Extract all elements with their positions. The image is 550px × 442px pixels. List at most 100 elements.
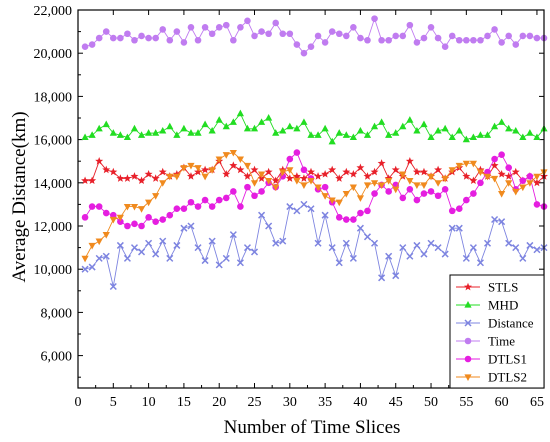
data-point-dtls1 [230,188,237,195]
data-point-distance [236,259,244,267]
data-point-dtls1 [208,203,216,210]
legend: STLS MHD Distance Time DTLS1 DTLS2 [449,274,545,389]
data-point-dtls2 [194,165,202,172]
y-tick-label: 16,000 [34,134,73,149]
data-point-dtls1 [102,209,110,217]
data-point-dtls1 [371,190,378,197]
data-point-stls [342,167,351,176]
data-point-dtls2 [180,165,188,172]
data-point-dtls1 [484,168,491,176]
data-point-mhd [222,122,230,130]
x-tick-label: 40 [353,395,367,410]
data-point-mhd [194,129,202,136]
data-point-dtls2 [490,175,499,183]
data-point-dtls1 [215,196,223,204]
data-point-time [343,32,350,40]
plot-frame [77,9,545,389]
data-point-time [173,28,181,35]
data-point-mhd [342,131,350,138]
data-point-time [180,39,188,46]
data-point-distance [378,274,386,282]
y-tick-label: 22,000 [34,4,73,19]
data-point-stls [405,157,414,165]
data-point-time [187,23,195,31]
data-point-stls [462,172,471,180]
data-point-mhd [116,131,124,138]
data-point-distance [371,239,379,247]
data-point-time [533,34,541,42]
data-point-mhd [462,135,470,143]
y-tick-label: 6,000 [41,350,73,365]
data-point-mhd [286,122,294,130]
data-point-mhd [321,124,329,132]
data-point-dtls1 [180,205,188,213]
data-point-distance [392,272,400,280]
data-point-stls [222,169,231,178]
data-point-distance [469,244,477,252]
data-point-mhd [378,118,386,125]
data-point-distance [102,252,110,260]
x-tick-label: 30 [283,395,297,410]
data-point-dtls1 [498,151,505,159]
ticks-layer: 0 5 10 15 20 25 30 35 40 45 50 55 60 65 6,000 8,000 10,0… [34,4,544,410]
data-point-time [194,36,202,44]
data-point-time [335,30,343,38]
data-point-distance [526,241,534,249]
data-point-distance [505,239,513,247]
data-point-distance [342,239,350,247]
data-point-dtls2 [462,160,470,168]
data-point-dtls2 [243,162,252,170]
data-point-stls [109,167,118,176]
legend-label-dtls1: DTLS1 [488,352,527,367]
data-point-dtls2 [427,173,435,181]
data-point-dtls1 [427,188,435,195]
data-point-dtls1 [477,179,484,187]
legend-item-dtls2: DTLS2 [456,370,527,385]
data-point-mhd [505,124,513,132]
data-point-time [455,36,463,44]
data-point-mhd [406,116,414,123]
data-point-stls [158,167,167,176]
data-point-stls [307,167,315,176]
data-point-distance [159,237,167,245]
data-point-dtls2 [116,214,124,222]
data-point-dtls1 [166,211,174,219]
data-point-distance [173,241,181,249]
data-point-stls [419,167,428,176]
data-point-dtls1 [463,196,470,204]
data-point-stls [137,176,146,185]
data-point-dtls2 [378,182,386,189]
data-point-mhd [335,129,343,136]
legend-label-distance: Distance [488,316,534,331]
data-point-stls [412,167,421,176]
data-point-dtls2 [286,167,294,174]
data-point-dtls1 [406,185,414,193]
data-point-distance [95,254,103,262]
data-point-distance [109,282,117,291]
data-point-stls [363,172,372,180]
data-point-time [463,36,470,44]
data-point-stls [116,174,125,182]
x-tick-label: 5 [110,395,117,410]
data-point-time [237,23,244,31]
data-point-dtls2 [137,206,146,213]
data-point-mhd [236,109,244,117]
legend-item-distance: Distance [456,316,534,331]
data-point-dtls2 [342,191,350,198]
data-point-dtls1 [81,214,89,221]
data-point-mhd [279,126,287,134]
x-tick-label: 15 [177,395,191,410]
data-point-mhd [250,124,259,132]
data-point-time [230,36,237,44]
data-point-dtls2 [321,193,329,200]
legend-label-dtls2: DTLS2 [488,370,527,385]
data-point-distance [286,203,294,211]
data-point-mhd [88,131,96,138]
data-point-dtls2 [519,184,527,192]
data-point-stls [370,167,379,176]
data-point-time [491,26,498,33]
legend-item-time: Time [456,334,515,349]
data-point-time [265,30,272,38]
data-point-dtls2 [173,173,181,181]
y-tick-label: 10,000 [34,263,73,278]
